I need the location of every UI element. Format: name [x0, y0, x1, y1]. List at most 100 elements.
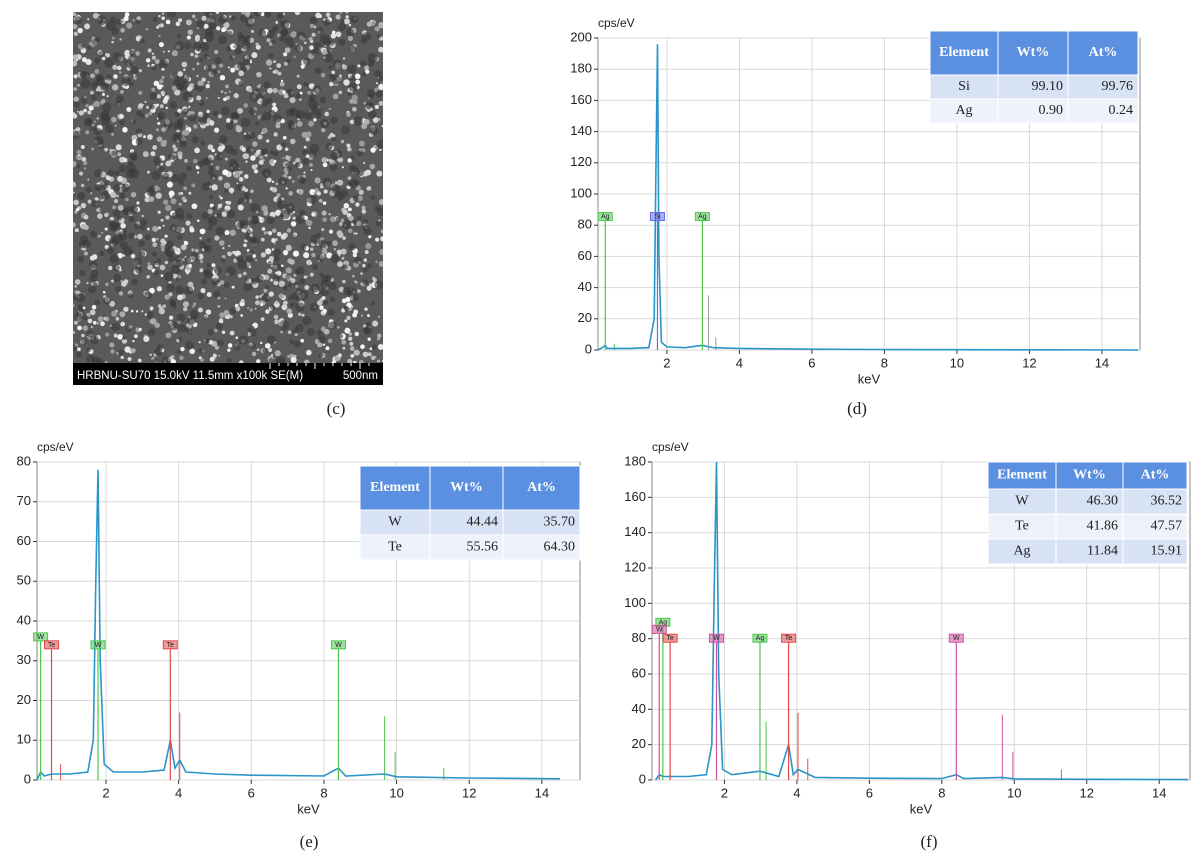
particle	[341, 64, 345, 68]
particle	[348, 215, 354, 222]
particle	[80, 145, 85, 150]
pit	[361, 71, 367, 77]
marker-label: Ag	[659, 619, 668, 626]
particle	[97, 316, 104, 322]
particle	[331, 70, 335, 75]
pit	[226, 266, 236, 277]
pit	[85, 117, 93, 126]
particle	[73, 112, 76, 116]
particle	[352, 252, 357, 258]
particle	[304, 285, 310, 290]
pit	[328, 73, 335, 79]
particle	[117, 152, 122, 157]
particle	[266, 177, 272, 183]
particle	[153, 185, 160, 192]
particle	[92, 12, 99, 19]
particle	[187, 281, 194, 288]
particle	[338, 90, 343, 95]
pit	[347, 64, 357, 74]
particle	[357, 195, 363, 202]
particle	[268, 59, 271, 62]
pit	[169, 101, 178, 109]
pit	[240, 117, 251, 128]
particle	[187, 29, 193, 35]
particle	[117, 334, 124, 340]
particle	[165, 332, 172, 339]
particle	[325, 346, 330, 351]
particle	[275, 182, 279, 186]
particle	[194, 248, 199, 253]
pit	[376, 139, 383, 150]
particle	[364, 65, 369, 71]
pit	[272, 25, 279, 32]
particle	[240, 298, 245, 303]
pit	[157, 115, 164, 121]
particle	[352, 106, 357, 112]
table-text: 99.76	[1102, 79, 1134, 94]
particle	[229, 315, 233, 319]
particle	[158, 14, 161, 18]
particle	[239, 170, 243, 174]
particle	[349, 346, 355, 351]
pit	[243, 282, 253, 292]
particle	[83, 251, 89, 256]
particle	[161, 75, 165, 80]
pit	[110, 322, 120, 332]
particle	[121, 338, 128, 344]
pit	[244, 234, 251, 241]
particle	[150, 151, 156, 157]
pit	[90, 94, 97, 101]
particle	[250, 189, 254, 193]
particle	[259, 295, 262, 298]
particle	[378, 199, 383, 205]
particle	[155, 128, 159, 132]
particle	[158, 24, 161, 27]
particle	[95, 87, 102, 93]
table-text: 11.84	[1087, 544, 1118, 559]
pit	[190, 252, 200, 262]
pit	[276, 199, 287, 209]
pit	[73, 292, 78, 300]
pit	[343, 305, 350, 312]
pit	[135, 266, 143, 274]
particle	[219, 312, 225, 318]
pit	[126, 163, 136, 173]
particle	[186, 272, 189, 275]
pit	[313, 41, 322, 51]
particle	[135, 37, 141, 42]
pit	[206, 14, 216, 24]
particle	[283, 300, 288, 306]
pit	[276, 12, 284, 20]
particle	[268, 256, 275, 262]
pit	[366, 263, 372, 269]
particle	[73, 222, 76, 228]
particle	[76, 153, 83, 161]
x-tick-label: 2	[663, 355, 670, 370]
particle	[250, 155, 256, 161]
pit	[326, 48, 331, 54]
pit	[294, 161, 301, 168]
particle	[352, 99, 358, 105]
particle	[283, 61, 288, 66]
particle	[335, 14, 341, 20]
particle	[247, 306, 250, 310]
particle	[380, 229, 383, 234]
pit	[180, 75, 190, 84]
particle	[342, 236, 346, 240]
particle	[124, 12, 130, 17]
particle	[237, 107, 244, 114]
pit	[175, 40, 185, 51]
pit	[316, 27, 324, 35]
particle	[271, 238, 276, 243]
pit	[215, 322, 224, 331]
particle	[111, 36, 115, 40]
pit	[123, 206, 133, 216]
particle	[347, 147, 351, 151]
particle	[227, 251, 232, 257]
particle	[217, 145, 224, 152]
table-text: 0.24	[1109, 103, 1134, 118]
pit	[128, 232, 135, 240]
y-tick-label: 180	[570, 61, 592, 76]
particle	[214, 214, 217, 217]
pit	[335, 216, 342, 223]
